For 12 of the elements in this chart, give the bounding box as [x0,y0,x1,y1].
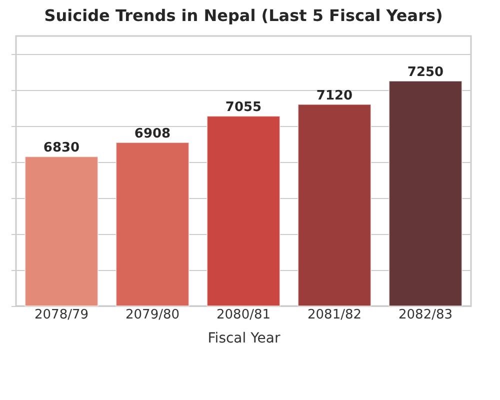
data-label: 7055 [225,100,262,116]
data-label: 7120 [316,88,353,104]
x-tick-label: 2082/83 [398,308,453,322]
x-tick-label: 2079/80 [125,308,180,322]
data-label: 7250 [407,65,444,80]
x-tick-label: 2078/79 [34,308,89,322]
data-label: 6908 [134,126,171,142]
data-label: 6830 [43,140,80,156]
chart-title: Suicide Trends in Nepal (Last 5 Fiscal Years) [44,6,443,25]
x-tick-label: 2081/82 [307,308,362,322]
x-tick-label: 2080/81 [216,308,271,322]
x-axis-title: Fiscal Year [208,330,280,346]
